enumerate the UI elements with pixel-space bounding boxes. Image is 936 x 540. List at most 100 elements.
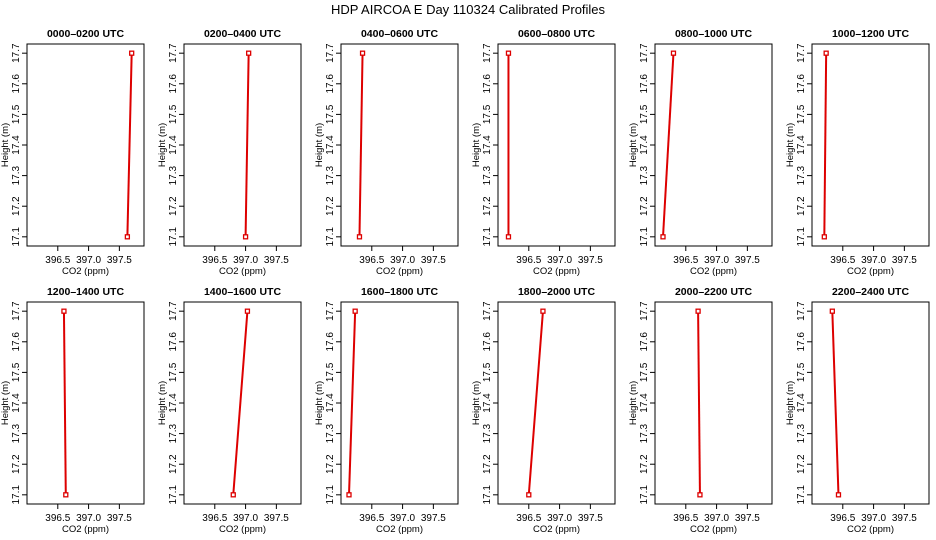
panel-title: 0000–0200 UTC	[47, 28, 124, 40]
y-tick-label: 17.6	[11, 74, 22, 94]
data-point-marker	[356, 234, 363, 240]
profile-line	[126, 53, 133, 237]
y-tick-label: 17.3	[796, 423, 807, 443]
x-tick-label: 397.0	[390, 513, 415, 524]
profile-line	[62, 311, 67, 495]
panel-title: 1400–1600 UTC	[204, 286, 281, 298]
data-point-marker	[821, 234, 827, 240]
y-axis-label: Height (m)	[157, 381, 168, 425]
profile-line	[831, 311, 840, 495]
x-tick-label: 397.5	[735, 513, 760, 524]
y-tick-label: 17.3	[325, 423, 336, 443]
x-tick-label: 396.5	[673, 255, 698, 266]
y-axis-label: Height (m)	[314, 123, 325, 167]
data-point-marker	[244, 308, 251, 314]
y-tick-label: 17.3	[482, 423, 493, 443]
y-tick-label: 17.7	[168, 301, 179, 321]
y-tick-label: 17.6	[639, 74, 650, 94]
x-tick-label: 397.0	[547, 255, 572, 266]
x-tick-label: 397.5	[107, 513, 132, 524]
y-tick-label: 17.6	[11, 332, 22, 352]
y-tick-label: 17.4	[168, 135, 179, 155]
plot-frame	[340, 301, 459, 505]
y-tick-label: 17.6	[639, 332, 650, 352]
panel-title: 2200–2400 UTC	[832, 286, 909, 298]
panel-title: 0200–0400 UTC	[204, 28, 281, 40]
y-tick-label: 17.7	[11, 43, 22, 63]
x-tick-label: 397.5	[892, 513, 917, 524]
plot-frame	[811, 43, 930, 247]
y-tick-label: 17.1	[482, 485, 493, 505]
x-tick-label: 397.5	[578, 513, 603, 524]
y-tick-label: 17.5	[639, 362, 650, 382]
x-tick-label: 396.5	[830, 513, 855, 524]
data-point-marker	[505, 234, 512, 240]
y-tick-label: 17.7	[482, 43, 493, 63]
x-axis-label: CO2 (ppm)	[533, 524, 580, 535]
y-tick-label: 17.5	[168, 104, 179, 124]
data-point-marker	[697, 492, 703, 498]
figure-title: HDP AIRCOA E Day 110324 Calibrated Profi…	[330, 2, 606, 17]
y-tick-label: 17.4	[325, 393, 336, 413]
x-axis-label: CO2 (ppm)	[690, 524, 737, 535]
plot-frame	[497, 301, 616, 505]
y-tick-label: 17.1	[796, 227, 807, 247]
x-axis-label: CO2 (ppm)	[62, 266, 109, 277]
profile-line	[823, 53, 828, 237]
y-tick-label: 17.1	[639, 485, 650, 505]
y-axis-label: Height (m)	[628, 123, 639, 167]
y-axis-label: Height (m)	[471, 381, 482, 425]
x-tick-label: 397.5	[421, 255, 446, 266]
plot-frame	[26, 43, 145, 247]
x-axis-label: CO2 (ppm)	[219, 524, 266, 535]
y-tick-label: 17.2	[168, 454, 179, 474]
x-tick-label: 397.0	[861, 255, 886, 266]
y-tick-label: 17.5	[482, 104, 493, 124]
x-tick-label: 396.5	[202, 255, 227, 266]
x-axis-label: CO2 (ppm)	[62, 524, 109, 535]
x-tick-label: 397.5	[578, 255, 603, 266]
panel-title: 0600–0800 UTC	[518, 28, 595, 40]
y-tick-label: 17.2	[482, 454, 493, 474]
y-tick-label: 17.5	[168, 362, 179, 382]
y-tick-label: 17.1	[168, 227, 179, 247]
data-point-marker	[346, 492, 352, 498]
panel-title: 0400–0600 UTC	[361, 28, 438, 40]
y-tick-label: 17.3	[639, 165, 650, 185]
x-axis-label: CO2 (ppm)	[847, 266, 894, 277]
x-axis-label: CO2 (ppm)	[690, 266, 737, 277]
y-tick-label: 17.6	[325, 332, 336, 352]
y-tick-label: 17.5	[796, 362, 807, 382]
y-tick-label: 17.5	[325, 104, 336, 124]
y-tick-label: 17.7	[325, 301, 336, 321]
x-tick-label: 397.5	[735, 255, 760, 266]
y-tick-label: 17.1	[796, 485, 807, 505]
y-tick-label: 17.4	[796, 135, 807, 155]
y-axis-label: Height (m)	[785, 381, 796, 425]
y-tick-label: 17.1	[11, 485, 22, 505]
data-point-marker	[242, 234, 249, 240]
x-axis-label: CO2 (ppm)	[533, 266, 580, 277]
y-tick-label: 17.4	[482, 135, 493, 155]
y-tick-label: 17.1	[168, 485, 179, 505]
x-tick-label: 396.5	[516, 255, 541, 266]
panel-title: 1600–1800 UTC	[361, 286, 438, 298]
data-point-marker	[695, 308, 701, 314]
y-tick-label: 17.7	[482, 301, 493, 321]
y-tick-label: 17.4	[325, 135, 336, 155]
data-point-marker	[352, 308, 358, 314]
y-tick-label: 17.5	[325, 362, 336, 382]
y-tick-label: 17.1	[639, 227, 650, 247]
data-point-marker	[660, 234, 666, 240]
x-tick-label: 397.0	[704, 513, 729, 524]
plot-frame	[654, 301, 773, 505]
y-tick-label: 17.6	[796, 74, 807, 94]
data-point-marker	[823, 50, 829, 56]
x-tick-label: 397.0	[76, 513, 101, 524]
plot-frame	[340, 43, 459, 247]
